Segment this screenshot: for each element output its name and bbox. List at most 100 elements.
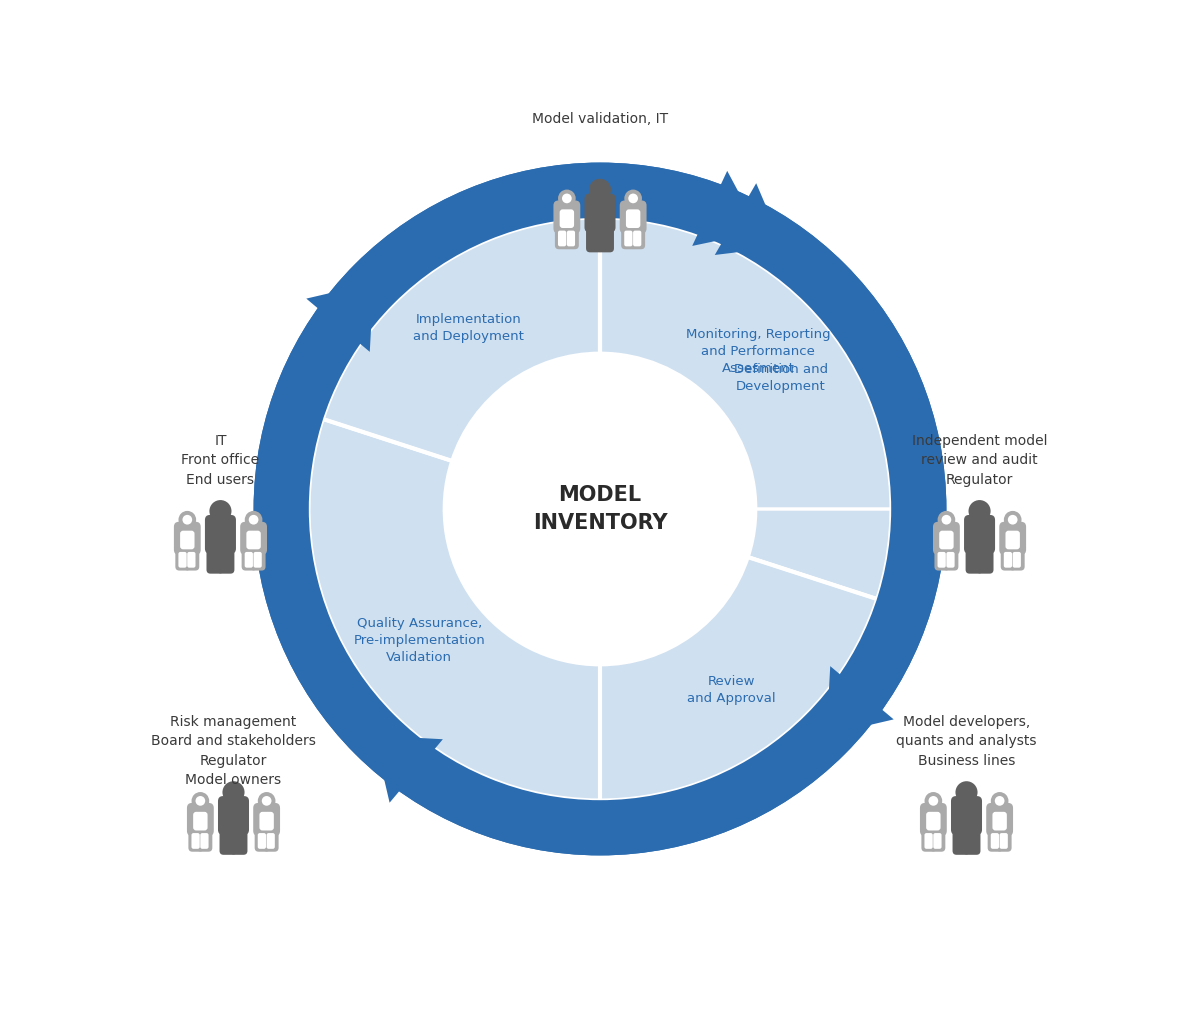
Circle shape xyxy=(1004,511,1021,528)
Text: Implementation
and Deployment: Implementation and Deployment xyxy=(413,314,524,343)
FancyBboxPatch shape xyxy=(558,231,566,246)
FancyBboxPatch shape xyxy=(220,826,236,855)
FancyBboxPatch shape xyxy=(187,803,214,836)
Text: Monitoring, Reporting
and Performance
Assesment: Monitoring, Reporting and Performance As… xyxy=(685,328,830,375)
FancyBboxPatch shape xyxy=(180,530,194,550)
Wedge shape xyxy=(308,419,600,800)
FancyBboxPatch shape xyxy=(964,826,980,855)
Wedge shape xyxy=(600,218,892,599)
FancyBboxPatch shape xyxy=(920,803,947,836)
Circle shape xyxy=(937,511,955,528)
Polygon shape xyxy=(374,735,443,803)
FancyBboxPatch shape xyxy=(200,833,209,849)
FancyBboxPatch shape xyxy=(566,231,575,246)
Text: MODEL
INVENTORY: MODEL INVENTORY xyxy=(533,485,667,533)
Wedge shape xyxy=(600,557,877,800)
FancyBboxPatch shape xyxy=(626,210,641,228)
FancyBboxPatch shape xyxy=(192,833,199,849)
FancyBboxPatch shape xyxy=(964,515,995,554)
FancyBboxPatch shape xyxy=(258,833,266,849)
FancyBboxPatch shape xyxy=(259,811,274,831)
Wedge shape xyxy=(253,163,947,855)
Circle shape xyxy=(1008,515,1018,524)
Wedge shape xyxy=(600,218,892,509)
FancyBboxPatch shape xyxy=(266,833,275,849)
FancyBboxPatch shape xyxy=(197,827,212,852)
Circle shape xyxy=(968,500,990,522)
FancyBboxPatch shape xyxy=(940,530,954,550)
Wedge shape xyxy=(323,218,600,461)
FancyBboxPatch shape xyxy=(1009,546,1025,570)
FancyBboxPatch shape xyxy=(264,827,278,852)
FancyBboxPatch shape xyxy=(184,546,199,570)
Circle shape xyxy=(196,796,205,805)
Circle shape xyxy=(210,500,232,522)
FancyBboxPatch shape xyxy=(1006,530,1020,550)
FancyBboxPatch shape xyxy=(1003,552,1012,568)
Circle shape xyxy=(192,792,209,809)
Circle shape xyxy=(558,189,576,208)
Circle shape xyxy=(955,781,978,803)
Circle shape xyxy=(995,796,1004,805)
FancyBboxPatch shape xyxy=(245,552,253,568)
Circle shape xyxy=(624,189,642,208)
Circle shape xyxy=(942,515,952,524)
Text: Model developers,
quants and analysts
Business lines: Model developers, quants and analysts Bu… xyxy=(896,715,1037,768)
FancyBboxPatch shape xyxy=(187,552,196,568)
FancyBboxPatch shape xyxy=(217,545,234,574)
Circle shape xyxy=(929,796,938,805)
Polygon shape xyxy=(306,283,373,352)
Wedge shape xyxy=(600,218,892,599)
FancyBboxPatch shape xyxy=(622,224,636,249)
Text: IT
Front office
End users: IT Front office End users xyxy=(181,434,259,487)
FancyBboxPatch shape xyxy=(246,530,260,550)
FancyBboxPatch shape xyxy=(991,833,998,849)
Wedge shape xyxy=(323,218,600,461)
FancyBboxPatch shape xyxy=(935,546,949,570)
FancyBboxPatch shape xyxy=(193,811,208,831)
Circle shape xyxy=(308,218,892,800)
FancyBboxPatch shape xyxy=(188,827,204,852)
FancyBboxPatch shape xyxy=(977,545,994,574)
FancyBboxPatch shape xyxy=(586,223,602,252)
Circle shape xyxy=(222,781,245,803)
Circle shape xyxy=(182,515,192,524)
FancyBboxPatch shape xyxy=(930,827,946,852)
FancyBboxPatch shape xyxy=(598,223,614,252)
Text: Definition and
Development: Definition and Development xyxy=(733,362,828,393)
FancyBboxPatch shape xyxy=(943,546,959,570)
Circle shape xyxy=(589,179,611,201)
FancyBboxPatch shape xyxy=(934,522,960,555)
FancyBboxPatch shape xyxy=(634,231,641,246)
Text: Independent model
review and audit
Regulator: Independent model review and audit Regul… xyxy=(912,434,1048,487)
Text: Model validation, IT: Model validation, IT xyxy=(532,112,668,126)
FancyBboxPatch shape xyxy=(554,224,570,249)
FancyBboxPatch shape xyxy=(174,522,200,555)
FancyBboxPatch shape xyxy=(254,827,270,852)
FancyBboxPatch shape xyxy=(924,833,932,849)
FancyBboxPatch shape xyxy=(953,826,970,855)
Polygon shape xyxy=(692,171,760,246)
FancyBboxPatch shape xyxy=(1000,522,1026,555)
FancyBboxPatch shape xyxy=(559,210,574,228)
FancyBboxPatch shape xyxy=(553,201,581,233)
Circle shape xyxy=(924,792,942,809)
FancyBboxPatch shape xyxy=(564,224,578,249)
Circle shape xyxy=(991,792,1008,809)
Text: Review
and Approval: Review and Approval xyxy=(688,675,775,704)
FancyBboxPatch shape xyxy=(922,827,936,852)
FancyBboxPatch shape xyxy=(988,827,1003,852)
Wedge shape xyxy=(308,419,600,800)
Circle shape xyxy=(253,163,947,855)
Wedge shape xyxy=(600,557,877,800)
Polygon shape xyxy=(715,183,784,254)
Wedge shape xyxy=(600,218,892,509)
Circle shape xyxy=(258,792,276,809)
FancyBboxPatch shape xyxy=(1013,552,1021,568)
Circle shape xyxy=(248,515,258,524)
FancyBboxPatch shape xyxy=(240,522,266,555)
Circle shape xyxy=(562,193,571,204)
FancyBboxPatch shape xyxy=(230,826,247,855)
FancyBboxPatch shape xyxy=(937,552,946,568)
FancyBboxPatch shape xyxy=(992,811,1007,831)
